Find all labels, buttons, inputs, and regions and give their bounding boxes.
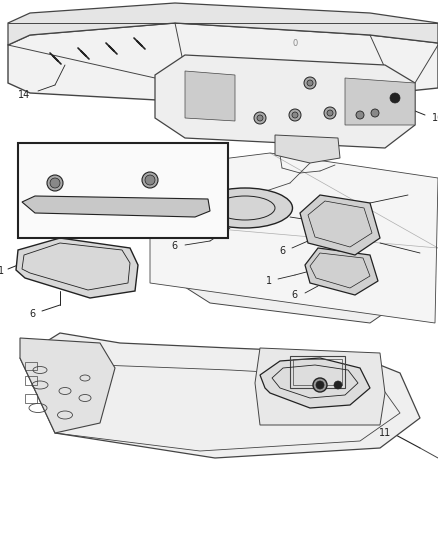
Bar bbox=[25, 376, 37, 385]
Text: 16: 16 bbox=[432, 113, 438, 123]
Text: 13: 13 bbox=[72, 156, 84, 166]
Polygon shape bbox=[155, 55, 415, 148]
Circle shape bbox=[324, 107, 336, 119]
Polygon shape bbox=[275, 135, 340, 163]
Bar bbox=[290, 356, 345, 388]
Polygon shape bbox=[305, 248, 378, 295]
Polygon shape bbox=[8, 3, 438, 45]
Polygon shape bbox=[260, 358, 370, 408]
Circle shape bbox=[307, 80, 313, 86]
Text: 6: 6 bbox=[30, 309, 36, 319]
Polygon shape bbox=[185, 71, 235, 121]
Text: 6: 6 bbox=[291, 290, 297, 300]
Circle shape bbox=[289, 109, 301, 121]
Circle shape bbox=[254, 112, 266, 124]
Circle shape bbox=[316, 381, 324, 389]
Bar bbox=[293, 359, 342, 385]
Bar bbox=[25, 394, 37, 403]
Text: 1: 1 bbox=[146, 229, 152, 239]
Text: 6: 6 bbox=[280, 246, 286, 256]
Text: 14: 14 bbox=[18, 90, 30, 100]
Circle shape bbox=[313, 378, 327, 392]
Circle shape bbox=[292, 112, 298, 118]
Text: 6: 6 bbox=[171, 241, 177, 251]
Circle shape bbox=[304, 77, 316, 89]
Polygon shape bbox=[22, 196, 210, 217]
Circle shape bbox=[47, 175, 63, 191]
Text: 18: 18 bbox=[124, 148, 136, 158]
Polygon shape bbox=[16, 238, 138, 298]
Circle shape bbox=[145, 175, 155, 185]
Polygon shape bbox=[150, 153, 438, 323]
Circle shape bbox=[327, 110, 333, 116]
Text: 1: 1 bbox=[0, 266, 4, 276]
Circle shape bbox=[371, 109, 379, 117]
Text: 0: 0 bbox=[293, 38, 298, 47]
Polygon shape bbox=[8, 23, 438, 101]
Polygon shape bbox=[20, 338, 115, 433]
Bar bbox=[18, 143, 228, 238]
Polygon shape bbox=[300, 195, 380, 255]
Circle shape bbox=[50, 178, 60, 188]
Polygon shape bbox=[255, 348, 385, 425]
Text: 1: 1 bbox=[266, 276, 272, 286]
Circle shape bbox=[142, 172, 158, 188]
Text: 1: 1 bbox=[278, 210, 284, 220]
Text: 12: 12 bbox=[62, 228, 74, 238]
Ellipse shape bbox=[198, 188, 293, 228]
Polygon shape bbox=[345, 78, 415, 125]
Bar bbox=[25, 362, 37, 370]
Polygon shape bbox=[20, 333, 420, 458]
Circle shape bbox=[390, 93, 400, 103]
Polygon shape bbox=[150, 168, 435, 323]
Circle shape bbox=[257, 115, 263, 121]
Circle shape bbox=[356, 111, 364, 119]
Text: 11: 11 bbox=[379, 428, 391, 438]
Circle shape bbox=[334, 381, 342, 389]
